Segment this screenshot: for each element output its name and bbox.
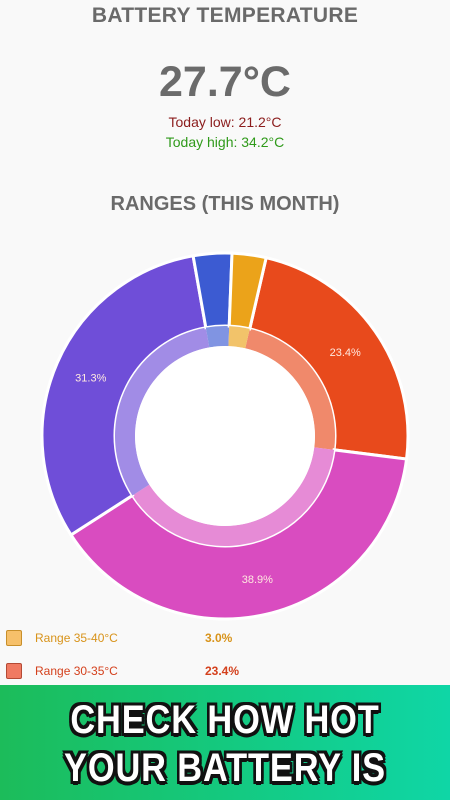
legend-label: Range 30-35°C [35, 664, 118, 678]
ranges-donut-chart[interactable]: 23.4% 38.9% 31.3% [25, 236, 425, 636]
today-low-text: Today low: 21.2°C [168, 114, 282, 130]
donut-slice-inner-ring [114, 327, 210, 496]
donut-slice-inner-ring [245, 328, 335, 450]
today-high-text: Today high: 34.2°C [165, 134, 285, 150]
donut-slice-inner-ring [228, 326, 250, 349]
ranges-title: RANGES (THIS MONTH) [110, 193, 340, 215]
legend-value: 23.4% [205, 664, 240, 678]
legend-item-30-35[interactable]: Range 30-35°C 23.4% [6, 661, 446, 683]
legend-swatch [6, 663, 22, 679]
slice-percent-label: 31.3% [75, 372, 106, 384]
donut-slice-inner-ring [205, 326, 230, 348]
legend-swatch [6, 630, 22, 646]
banner-line-2: YOUR BATTERY IS [64, 746, 386, 790]
donut-slice-inner-ring [132, 447, 335, 546]
legend-label: Range 35-40°C [35, 631, 118, 645]
legend-value: 3.0% [205, 631, 233, 645]
legend-item-35-40[interactable]: Range 35-40°C 3.0% [6, 628, 446, 650]
donut-hole [135, 346, 315, 526]
screen-title: BATTERY TEMPERATURE [91, 4, 359, 27]
promo-banner: CHECK HOW HOT YOUR BATTERY IS [0, 685, 450, 800]
slice-percent-label: 23.4% [330, 347, 361, 359]
banner-line-1: CHECK HOW HOT [70, 698, 380, 742]
current-temperature: 27.7°C [159, 58, 291, 106]
slice-percent-label: 38.9% [242, 574, 273, 586]
